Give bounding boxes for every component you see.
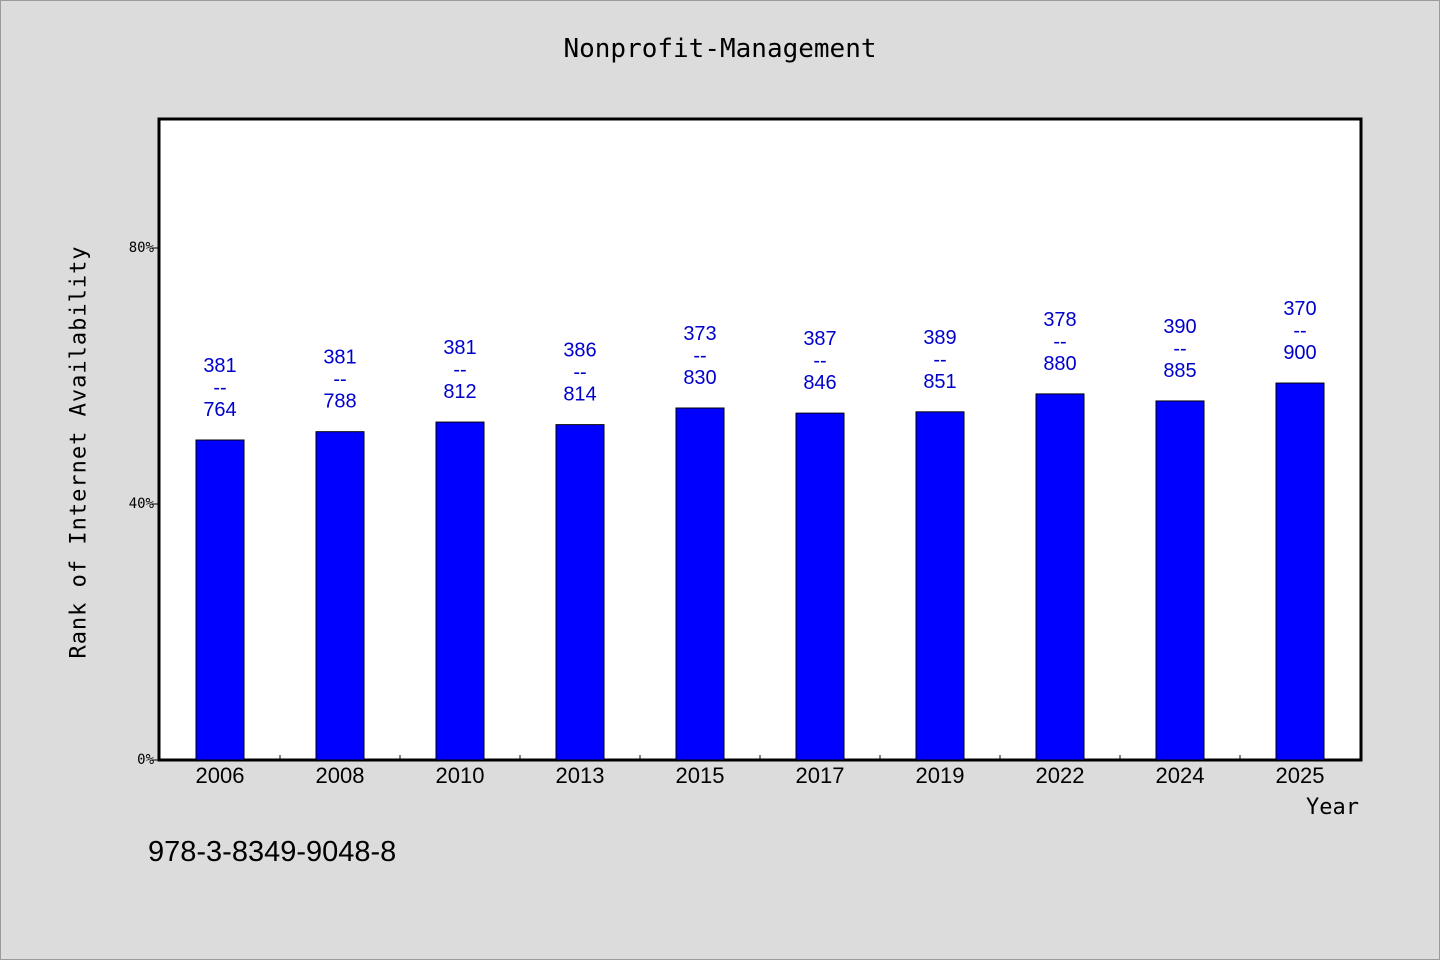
y-axis: 0% 40% 80% [129,240,160,768]
bar-data-label: -- [693,345,706,367]
bar-data-label: -- [573,362,586,384]
y-axis-title: Rank of Internet Availability [66,245,92,659]
bar-data-label: 378 [1043,309,1076,331]
bars [195,382,1325,761]
bar-data-label: 788 [323,391,356,413]
x-tick-label: 2015 [676,763,725,788]
y-tick-label: 40% [129,496,155,512]
bar-data-label: 370 [1283,298,1316,320]
x-tick-label: 2025 [1276,763,1325,788]
y-tick-label: 80% [129,240,155,256]
bar [555,424,605,761]
bar [915,411,965,761]
bar-data-label: 381 [323,347,356,369]
bar [1035,393,1085,761]
bar-data-label: -- [813,350,826,372]
y-tick-label: 0% [137,752,154,768]
bar-data-label: -- [1173,338,1186,360]
bar-data-label: 900 [1283,342,1316,364]
bar [1275,382,1325,761]
bar-data-label: 814 [563,384,596,406]
x-tick-label: 2019 [916,763,965,788]
bar-data-label: 851 [923,371,956,393]
chart-title: Nonprofit-Management [563,34,877,64]
bar-data-label: 880 [1043,353,1076,375]
x-tick-label: 2017 [796,763,845,788]
x-tick-label: 2024 [1156,763,1205,788]
bar-data-label: 390 [1163,316,1196,338]
bar-data-label: 389 [923,327,956,349]
bar [315,431,365,761]
x-tick-label: 2022 [1036,763,1085,788]
bar-data-label: -- [213,377,226,399]
bar-data-label: 387 [803,328,836,350]
bar-data-label: 830 [683,367,716,389]
bar-data-label: 812 [443,381,476,403]
bar [675,407,725,761]
bar [1155,400,1205,761]
bar-data-label: -- [1053,331,1066,353]
bar [195,439,245,761]
bar [795,412,845,761]
bar-data-label: 386 [563,340,596,362]
x-tick-label: 2010 [436,763,485,788]
x-tick-label: 2013 [556,763,605,788]
bar-data-label: 885 [1163,360,1196,382]
bar-data-label: 381 [203,355,236,377]
bar-data-label: 846 [803,372,836,394]
bar-data-label: -- [1293,320,1306,342]
data-labels: 381--764381--788381--812386--814373--830… [203,298,1316,421]
x-axis-title: Year [1306,795,1359,820]
bar-data-label: -- [933,349,946,371]
bar-data-label: 381 [443,337,476,359]
x-axis: 2006 2008 2010 2013 2015 2017 2019 2022 2024 2025 [196,755,1325,788]
bar-data-label: -- [333,369,346,391]
bar-data-label: 373 [683,323,716,345]
x-tick-label: 2008 [316,763,365,788]
footer-code: 978-3-8349-9048-8 [148,836,397,868]
bar [435,421,485,761]
bar-data-label: -- [453,359,466,381]
bar-data-label: 764 [203,399,236,421]
x-tick-label: 2006 [196,763,245,788]
